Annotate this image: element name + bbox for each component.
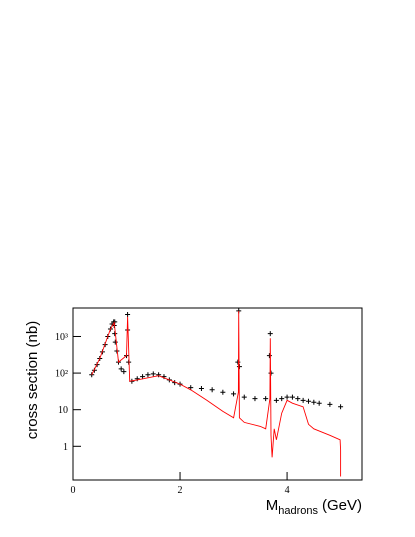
data-point	[134, 376, 140, 382]
x-axis-label: Mhadrons (GeV)	[266, 497, 362, 517]
data-point	[220, 389, 226, 395]
data-line	[91, 310, 342, 477]
data-point	[263, 396, 269, 402]
data-point	[295, 396, 301, 402]
data-point	[209, 387, 215, 393]
x-label-main: M	[266, 497, 279, 514]
x-tick-label: 0	[71, 485, 76, 496]
data-point	[241, 394, 247, 400]
data-point	[316, 400, 322, 406]
data-point	[300, 397, 306, 403]
data-point	[268, 370, 274, 376]
x-label-sub: hadrons	[278, 505, 318, 517]
data-point	[121, 369, 127, 375]
data-point	[231, 391, 237, 397]
x-tick-label: 2	[178, 485, 183, 496]
data-point	[252, 396, 258, 402]
data-point	[125, 311, 131, 317]
y-tick-label: 10	[58, 405, 68, 416]
plot-frame	[72, 307, 363, 481]
data-point	[273, 397, 279, 403]
data-point	[112, 339, 118, 345]
y-tick-label: 10³	[55, 332, 68, 343]
data-point	[198, 385, 204, 391]
data-point	[305, 398, 311, 404]
y-tick-label: 10²	[55, 369, 68, 380]
data-point	[338, 404, 344, 410]
data-point	[112, 331, 118, 337]
data-point	[150, 371, 156, 377]
y-tick-label: 1	[63, 442, 68, 453]
data-point	[266, 353, 272, 359]
data-point	[156, 372, 162, 378]
data-point	[145, 372, 151, 378]
x-tick-label: 4	[285, 485, 290, 496]
data-point	[267, 331, 273, 337]
data-point	[284, 394, 290, 400]
data-point	[235, 359, 241, 365]
x-label-unit: (GeV)	[322, 497, 362, 514]
data-point	[118, 366, 124, 372]
data-point	[140, 374, 146, 380]
data-point	[279, 396, 285, 402]
y-axis-label: cross section (nb)	[24, 321, 41, 439]
data-point	[289, 394, 295, 400]
data-point	[311, 399, 317, 405]
data-point	[327, 401, 333, 407]
data-point	[161, 374, 167, 380]
